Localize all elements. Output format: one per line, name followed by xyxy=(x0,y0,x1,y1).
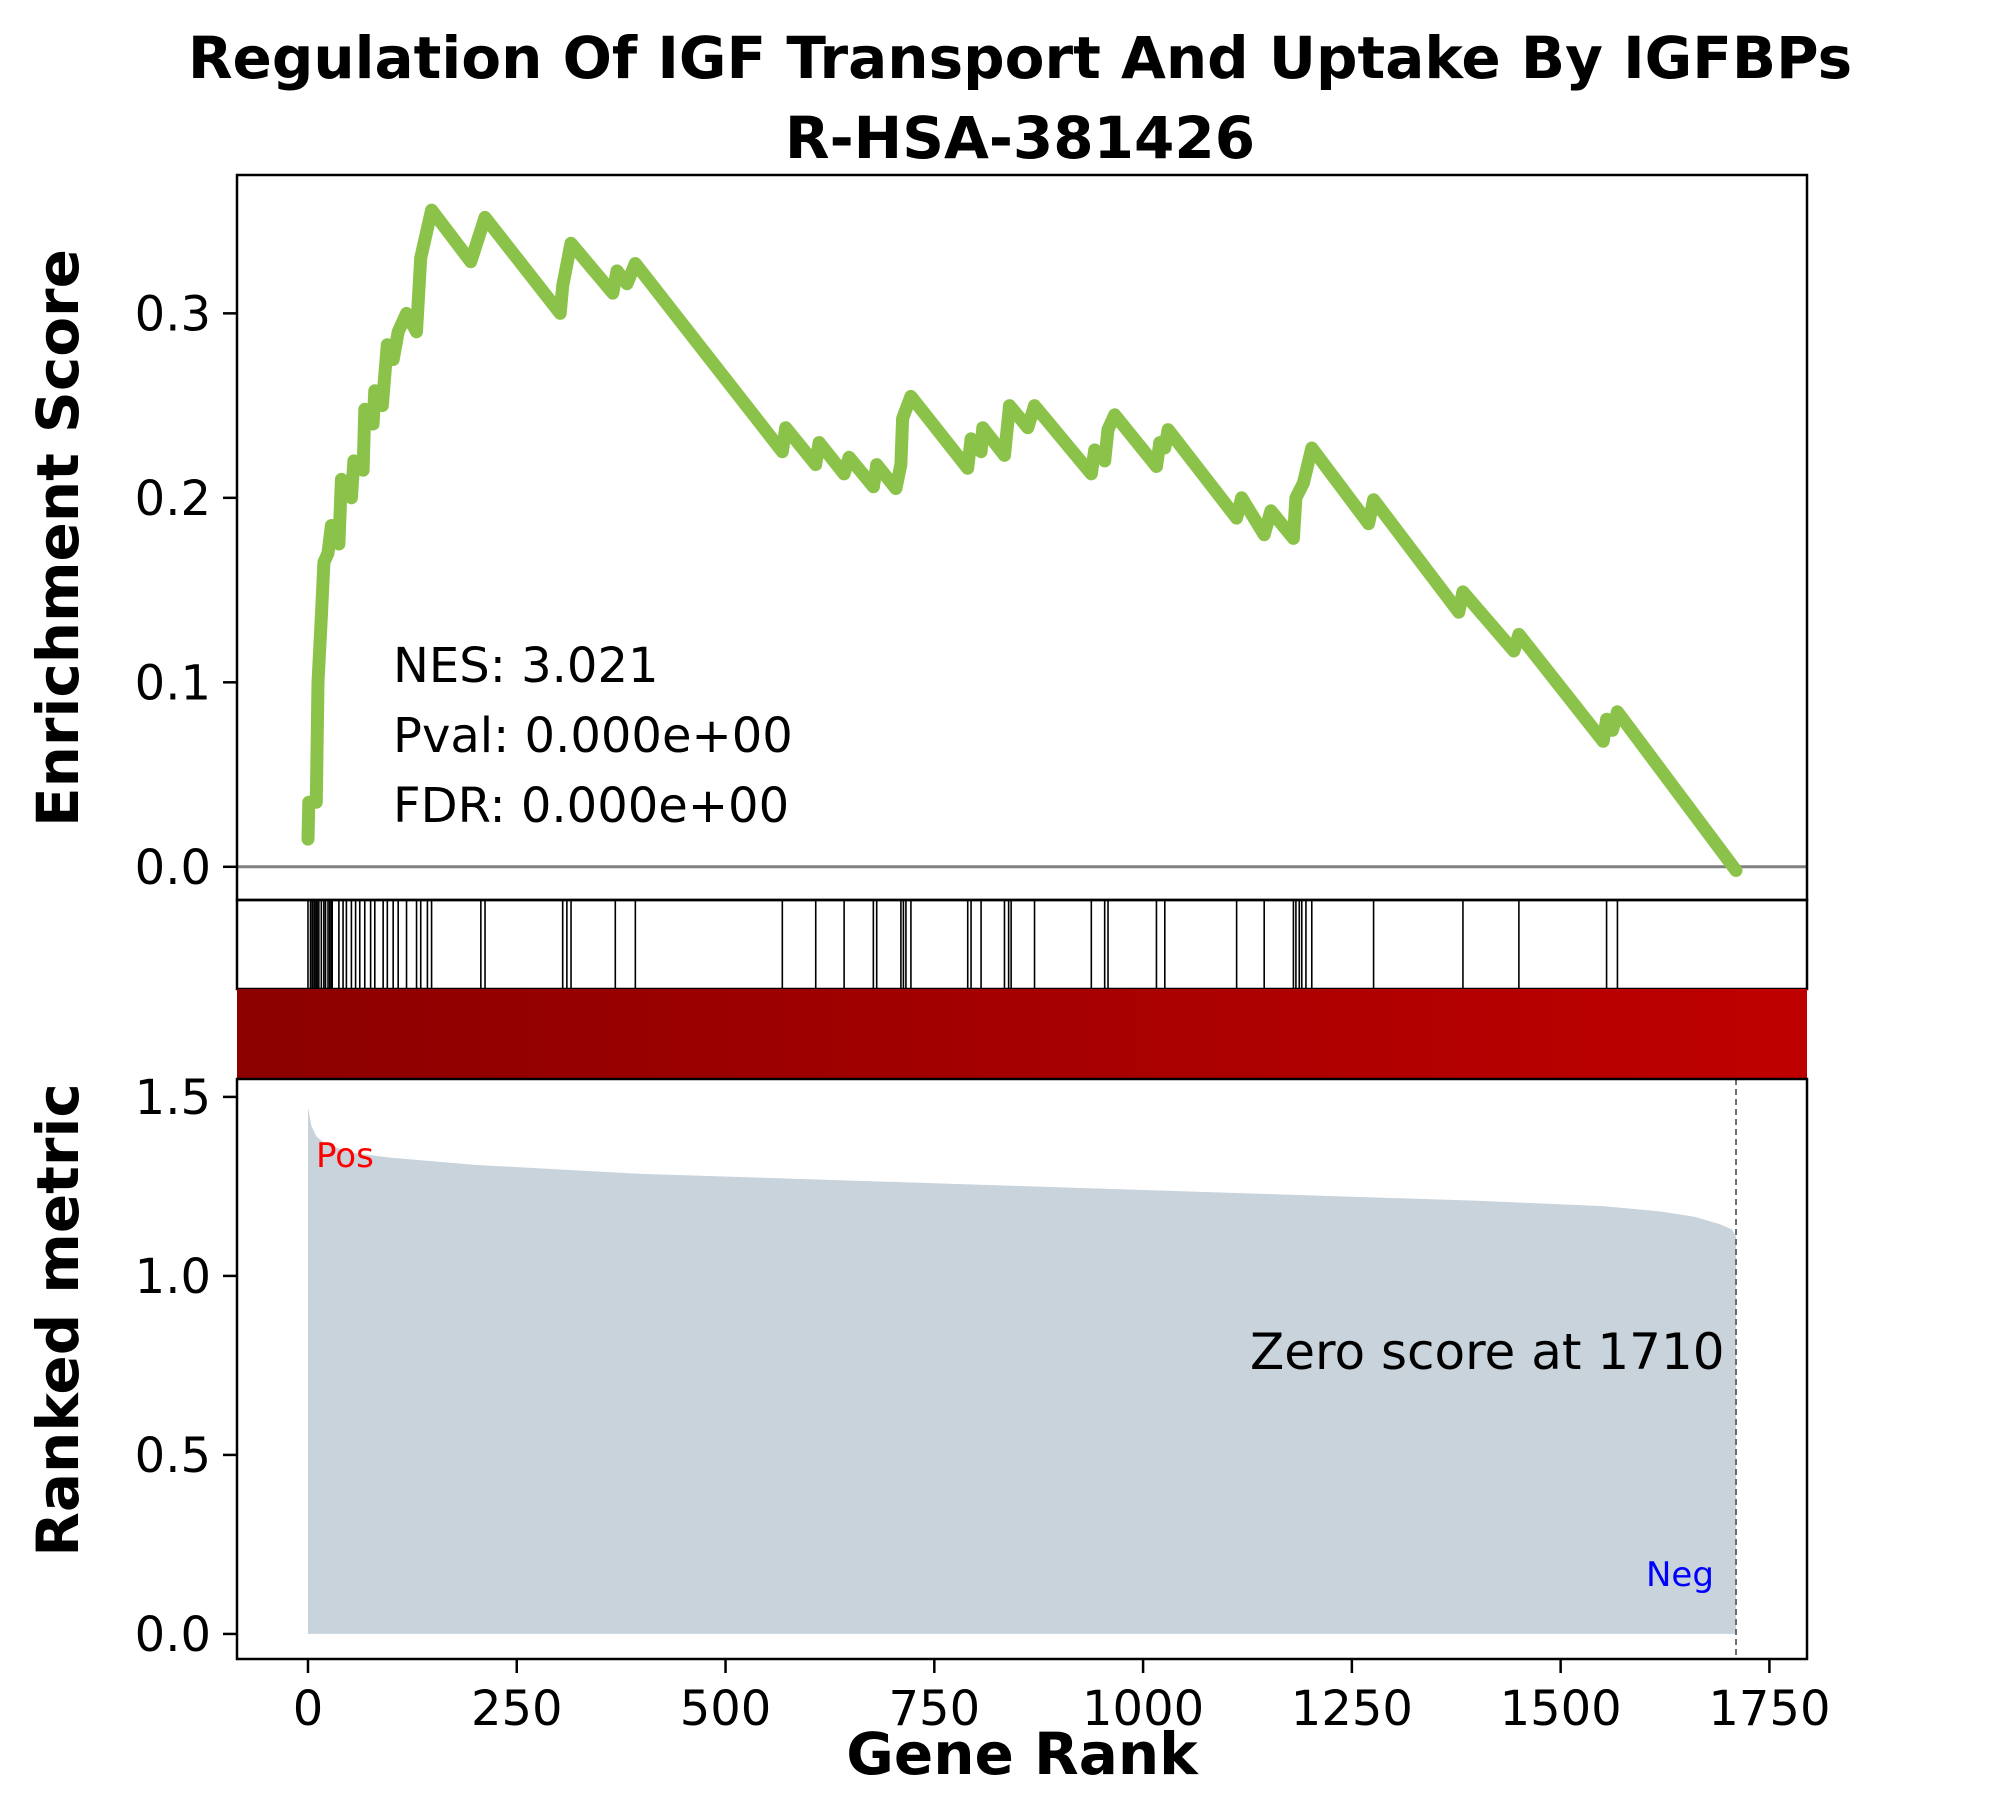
metric-y-ticks: 0.0 0.5 1.0 1.5 xyxy=(135,1070,237,1663)
metric-y-tick-label: 1.5 xyxy=(135,1070,211,1126)
ranked-list-heatmap xyxy=(237,989,1807,1079)
pos-label: Pos xyxy=(316,1136,374,1176)
x-tick-label: 1750 xyxy=(1708,1681,1830,1737)
x-tick-label: 250 xyxy=(471,1681,563,1737)
enrichment-score-line xyxy=(301,203,1743,877)
fdr-label: FDR: 0.000e+00 xyxy=(393,778,789,834)
x-tick-label: 0 xyxy=(293,1681,324,1737)
x-axis-label: Gene Rank xyxy=(846,1720,1199,1788)
es-y-ticks: 0.0 0.1 0.2 0.3 xyxy=(135,286,237,896)
chart-subtitle: R-HSA-381426 xyxy=(785,104,1255,172)
metric-y-tick-label: 0.5 xyxy=(135,1428,211,1484)
gene-hits-panel xyxy=(235,898,1809,991)
hits-frame xyxy=(235,898,1809,991)
chart-title: Regulation Of IGF Transport And Uptake B… xyxy=(188,24,1852,92)
ranked-metric-panel: Zero score at 1710 Pos Neg 0.00.51.01.5 … xyxy=(135,1070,1831,1737)
x-ticks: 0 250 500 750 1000 1250 1500 1750 xyxy=(293,1659,1830,1737)
metric-y-tick-label: 0.0 xyxy=(135,1607,211,1663)
enrichment-score-panel: NES: 3.021 Pval: 0.000e+00 FDR: 0.000e+0… xyxy=(135,173,1809,902)
y-axis-label-ranked-metric: Ranked metric xyxy=(24,1083,92,1557)
x-tick-label: 500 xyxy=(680,1681,772,1737)
neg-label: Neg xyxy=(1646,1555,1714,1595)
metric-y-tick-label: 1.0 xyxy=(135,1249,211,1305)
es-y-tick-label: 0.1 xyxy=(135,655,211,711)
es-y-tick-label: 0.3 xyxy=(135,286,211,342)
pval-label: Pval: 0.000e+00 xyxy=(393,708,793,764)
zero-score-label: Zero score at 1710 xyxy=(1250,1323,1725,1381)
x-tick-label: 1250 xyxy=(1291,1681,1413,1737)
x-tick-label: 1500 xyxy=(1500,1681,1622,1737)
x-tick-label: 1000 xyxy=(1082,1681,1204,1737)
y-axis-label-enrichment: Enrichment Score xyxy=(24,249,92,827)
metric-axes-frame xyxy=(235,1077,1809,1661)
es-y-tick-label: 0.2 xyxy=(135,471,211,527)
x-tick-label: 750 xyxy=(889,1681,981,1737)
nes-label: NES: 3.021 xyxy=(393,638,659,694)
es-y-tick-label: 0.0 xyxy=(135,840,211,896)
ranked-metric-area xyxy=(308,1107,1736,1634)
